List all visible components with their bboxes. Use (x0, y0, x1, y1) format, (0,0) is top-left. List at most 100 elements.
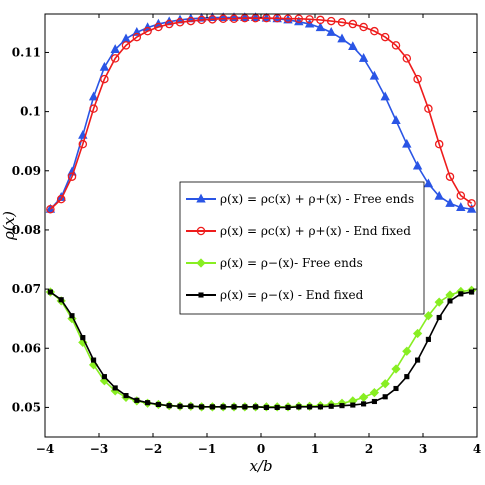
data-point (447, 298, 453, 304)
data-point (412, 160, 423, 170)
series-layer (45, 12, 477, 412)
data-point (155, 401, 161, 408)
ticks-layer: −4 −3 −2 −1 0 1 2 3 4 0.05 0.06 0.07 0.08 0.09 0.1 0.11 (12, 14, 481, 456)
data-point (199, 404, 205, 410)
data-point (294, 16, 304, 26)
series-line (49, 291, 472, 409)
data-point (467, 199, 476, 208)
data-point (358, 392, 369, 402)
data-point (380, 32, 390, 42)
legend-entry: ρ(x) = ρ−(x) - End fixed (186, 288, 364, 302)
legend-label: ρ(x) = ρc(x) + ρ+(x) - End fixed (220, 224, 411, 238)
data-point (262, 13, 271, 23)
y-tick-label: 0.07 (12, 282, 41, 296)
data-point (218, 14, 228, 23)
x-tick-label: −3 (90, 442, 108, 456)
data-point (434, 139, 444, 149)
data-point (328, 403, 334, 409)
data-point (402, 54, 412, 63)
data-point (58, 297, 64, 303)
data-point (337, 18, 347, 27)
data-point (469, 289, 475, 295)
data-point (166, 403, 172, 409)
data-point (391, 364, 401, 374)
y-tick-label: 0.1 (20, 105, 41, 119)
data-point (391, 41, 401, 50)
data-point (425, 336, 431, 342)
y-axis-label: ρ(x) (0, 211, 18, 241)
data-point (402, 138, 412, 148)
data-point (229, 14, 239, 23)
data-point (263, 404, 269, 410)
data-point (240, 13, 250, 23)
data-point (100, 74, 109, 84)
data-point (110, 54, 120, 63)
data-point (145, 400, 151, 406)
y-tick-label: 0.06 (12, 341, 41, 355)
data-point (315, 22, 326, 32)
data-point (369, 388, 380, 398)
data-point (283, 14, 293, 23)
data-point (186, 16, 196, 26)
data-point (134, 397, 140, 403)
data-point (112, 385, 118, 391)
data-point (458, 291, 464, 297)
data-point (209, 404, 215, 410)
data-point (285, 404, 291, 410)
y-tick-label: 0.09 (12, 164, 41, 178)
data-point (67, 172, 77, 181)
data-point (177, 403, 183, 409)
data-point (350, 402, 356, 408)
legend-swatch-marker (196, 258, 206, 268)
data-point (445, 290, 455, 300)
data-point (436, 314, 442, 321)
legend-label: ρ(x) = ρ−(x) - End fixed (220, 288, 364, 302)
data-point (358, 53, 369, 62)
data-point (413, 74, 422, 84)
data-point (91, 357, 97, 363)
data-point (307, 404, 313, 410)
data-point (164, 19, 174, 29)
data-point (272, 13, 282, 23)
data-point (359, 22, 368, 32)
data-point (466, 203, 477, 213)
data-point (415, 357, 421, 363)
data-point (188, 403, 194, 409)
data-point (253, 404, 259, 410)
data-point (175, 18, 185, 27)
x-tick-label: 1 (311, 442, 319, 456)
data-point (424, 104, 433, 113)
data-point (46, 204, 55, 214)
data-point (88, 91, 99, 101)
data-point (391, 115, 401, 124)
data-point (361, 401, 367, 407)
x-axis-label: x/b (249, 457, 272, 475)
data-point (380, 379, 390, 389)
data-point (132, 32, 142, 42)
data-point (47, 289, 53, 295)
x-tick-label: 0 (257, 442, 265, 456)
x-tick-label: −2 (144, 442, 162, 456)
data-point (101, 374, 107, 380)
data-point (208, 15, 217, 24)
data-point (434, 297, 444, 307)
legend-label: ρ(x) = ρ−(x)- Free ends (220, 256, 363, 270)
data-point (296, 404, 302, 410)
y-tick-label: 0.08 (12, 223, 41, 237)
data-point (89, 104, 98, 113)
legend-swatch-marker (198, 292, 204, 298)
data-point (143, 26, 152, 36)
legend-swatch-marker (196, 226, 206, 236)
y-tick-label: 0.11 (12, 45, 41, 59)
data-point (317, 404, 323, 410)
data-point (99, 61, 110, 71)
data-point (348, 19, 358, 29)
data-point (371, 398, 377, 405)
legend-label: ρ(x) = ρc(x) + ρ+(x) - Free ends (220, 192, 414, 206)
data-point (121, 33, 131, 43)
data-point (80, 335, 86, 341)
data-point (393, 385, 399, 392)
data-point (316, 15, 325, 25)
data-point (294, 14, 304, 23)
